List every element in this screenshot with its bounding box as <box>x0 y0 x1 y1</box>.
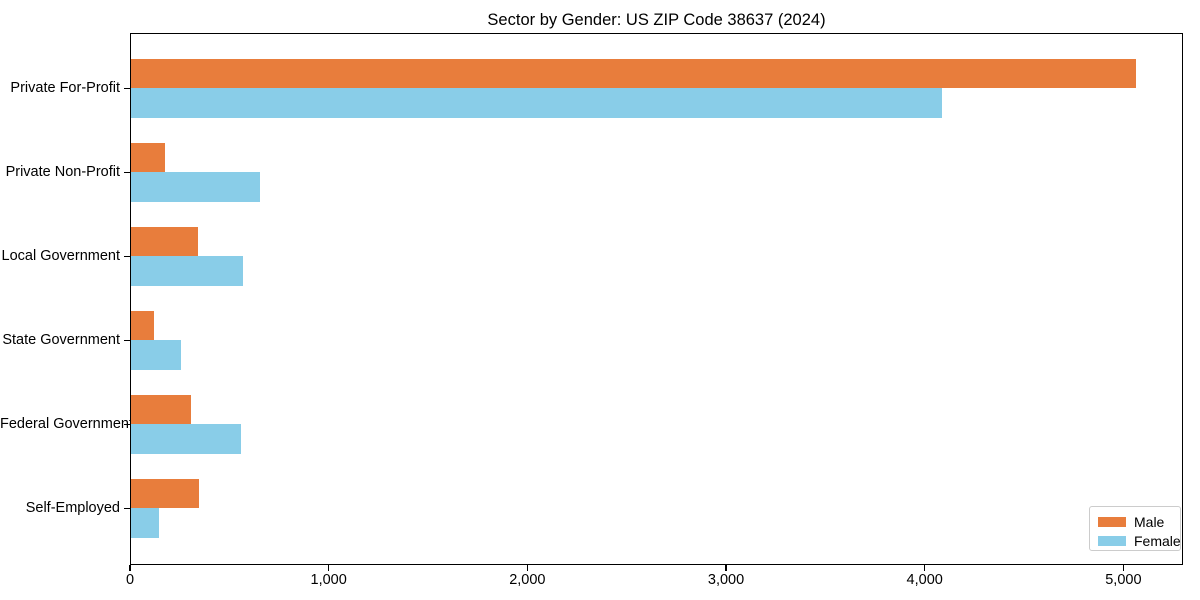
chart-title: Sector by Gender: US ZIP Code 38637 (202… <box>487 11 826 29</box>
xtick-label-4000: 4,000 <box>906 572 943 588</box>
bar-female-self-employed <box>131 508 159 538</box>
ytick-mark-self-employed <box>123 507 130 510</box>
legend-swatch-male <box>1098 516 1126 527</box>
ytick-mark-state-government <box>123 339 130 342</box>
ytick-label-private-for-profit: Private For-Profit <box>10 80 120 97</box>
ytick-label-state-government: State Government <box>2 332 120 349</box>
xtick-mark-2000 <box>526 565 529 571</box>
bar-female-federal-government <box>131 424 242 454</box>
ytick-label-self-employed: Self-Employed <box>25 500 120 517</box>
xtick-mark-3000 <box>725 565 727 571</box>
bar-male-private-for-profit <box>131 58 1137 89</box>
legend-item-male: Male <box>1098 513 1180 530</box>
xtick-mark-5000 <box>1122 565 1125 571</box>
xtick-mark-1000 <box>327 565 330 571</box>
ytick-mark-federal-government <box>123 423 130 426</box>
legend-label-male: Male <box>1134 513 1165 530</box>
bar-female-private-non-profit <box>131 172 261 202</box>
legend-label-female: Female <box>1134 532 1181 549</box>
ytick-label-private-non-profit: Private Non-Profit <box>5 164 120 181</box>
bar-male-private-non-profit <box>131 142 165 173</box>
xtick-label-3000: 3,000 <box>707 572 745 588</box>
bar-male-self-employed <box>131 478 199 509</box>
plot-area <box>130 33 1183 565</box>
bar-male-local-government <box>131 226 198 257</box>
legend: Male Female <box>1089 506 1181 551</box>
legend-swatch-female <box>1098 535 1126 546</box>
ytick-mark-local-government <box>123 255 130 258</box>
xtick-label-1000: 1,000 <box>310 572 347 588</box>
bar-female-state-government <box>131 340 181 370</box>
bar-female-private-for-profit <box>131 88 942 118</box>
ytick-mark-private-non-profit <box>123 171 130 174</box>
xtick-label-2000: 2,000 <box>509 572 546 588</box>
ytick-label-local-government: Local Government <box>1 248 120 265</box>
ytick-label-federal-government: Federal Government <box>0 416 133 433</box>
xtick-mark-4000 <box>923 565 926 571</box>
xtick-label-0: 0 <box>125 572 135 588</box>
legend-item-female: Female <box>1098 532 1181 549</box>
bar-male-state-government <box>131 310 154 341</box>
xtick-mark-0 <box>129 565 131 571</box>
bar-male-federal-government <box>131 394 191 425</box>
xtick-label-5000: 5,000 <box>1105 572 1142 588</box>
bar-female-local-government <box>131 256 244 286</box>
ytick-mark-private-for-profit <box>123 87 130 90</box>
